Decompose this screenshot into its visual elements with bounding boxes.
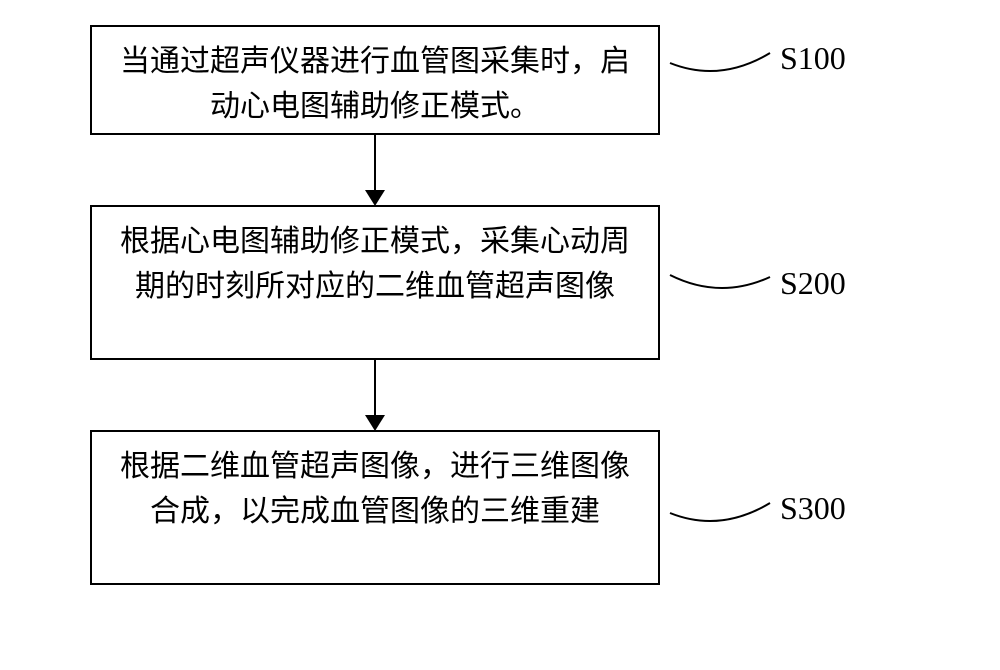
step-text-s300: 根据二维血管超声图像，进行三维图像合成，以完成血管图像的三维重建 xyxy=(120,450,630,528)
label-connector-s100 xyxy=(660,35,780,85)
step-label-s300: S300 xyxy=(780,490,846,527)
step-text-s200: 根据心电图辅助修正模式，采集心动周期的时刻所对应的二维血管超声图像 xyxy=(120,225,630,303)
step-text-s100: 当通过超声仪器进行血管图采集时，启动心电图辅助修正模式。 xyxy=(120,45,630,123)
step-box-s100: 当通过超声仪器进行血管图采集时，启动心电图辅助修正模式。 xyxy=(90,25,660,135)
step-label-s100: S100 xyxy=(780,40,846,77)
step-box-s300: 根据二维血管超声图像，进行三维图像合成，以完成血管图像的三维重建 xyxy=(90,430,660,585)
arrow-head-1 xyxy=(365,190,385,206)
label-connector-s300 xyxy=(660,485,780,535)
arrow-line-2 xyxy=(374,360,376,420)
label-connector-s200 xyxy=(660,255,780,305)
step-box-s200: 根据心电图辅助修正模式，采集心动周期的时刻所对应的二维血管超声图像 xyxy=(90,205,660,360)
arrow-line-1 xyxy=(374,135,376,195)
step-label-s200: S200 xyxy=(780,265,846,302)
arrow-head-2 xyxy=(365,415,385,431)
